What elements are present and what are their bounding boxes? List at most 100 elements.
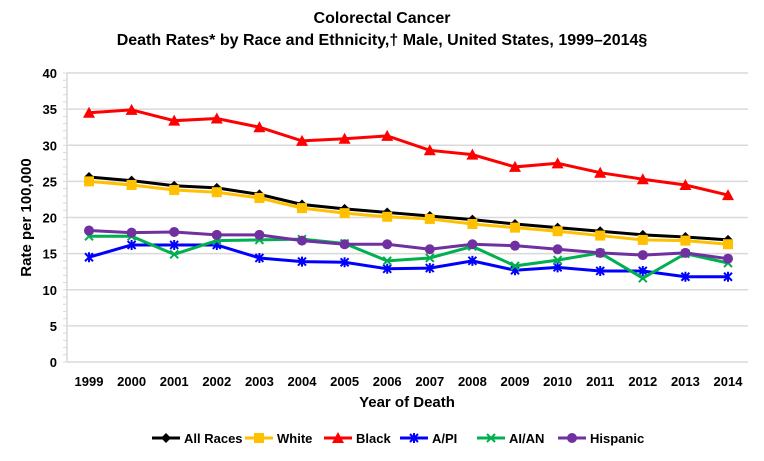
x-tick-label: 2012 <box>628 374 657 389</box>
data-point-black <box>338 132 351 144</box>
legend-marker-a-pi <box>409 433 419 443</box>
series-line-hispanic <box>88 229 729 261</box>
data-point-a-pi <box>254 252 265 263</box>
data-point-hispanic <box>84 225 94 236</box>
data-point-black <box>679 178 692 190</box>
data-point-white <box>84 176 94 187</box>
data-point-black <box>551 157 564 169</box>
y-tick-label: 25 <box>43 174 57 189</box>
legend-marker-ai-an <box>486 433 496 443</box>
x-tick-label: 2010 <box>543 374 572 389</box>
data-point-black <box>636 173 649 185</box>
x-tick-label: 2004 <box>288 374 318 389</box>
legend-label-ai-an: AI/AN <box>509 431 544 446</box>
data-point-ai-an <box>169 249 179 260</box>
data-point-white <box>552 226 563 237</box>
data-point-hispanic <box>169 226 180 237</box>
x-tick-label: 2011 <box>586 374 614 389</box>
data-point-a-pi <box>680 271 691 282</box>
data-point-ai-an <box>510 261 520 271</box>
legend-marker-all-races <box>161 433 171 443</box>
data-point-white <box>339 208 350 219</box>
x-tick-label: 2005 <box>330 374 359 389</box>
data-point-a-pi <box>297 256 307 267</box>
data-point-hispanic <box>254 229 265 240</box>
data-point-white <box>126 179 137 190</box>
data-point-hispanic <box>467 239 478 250</box>
data-point-black <box>210 112 223 124</box>
data-point-hispanic <box>510 240 520 251</box>
y-axis-label: Rate per 100,000 <box>18 158 35 276</box>
y-tick-label: 40 <box>43 66 57 81</box>
data-point-black <box>722 189 734 201</box>
data-point-hispanic <box>382 239 393 250</box>
data-point-ai-an <box>425 253 435 263</box>
x-tick-label: 2002 <box>202 374 231 389</box>
data-point-black <box>594 166 607 178</box>
data-point-black <box>509 160 521 172</box>
data-point-black <box>83 106 95 118</box>
data-point-white <box>382 211 393 222</box>
data-point-hispanic <box>339 239 350 250</box>
data-point-white <box>595 230 606 241</box>
y-tick-label: 10 <box>43 283 57 298</box>
legend-marker-hispanic <box>567 433 577 443</box>
data-point-white <box>211 187 222 198</box>
series-line-white <box>88 179 729 246</box>
data-point-a-pi <box>126 239 137 250</box>
legend-label-all-races: All Races <box>184 431 243 446</box>
series-line-a-pi <box>88 243 728 279</box>
data-point-ai-an <box>382 256 392 266</box>
data-point-black <box>168 114 181 126</box>
x-tick-label: 2008 <box>458 374 487 389</box>
y-tick-label: 0 <box>50 355 57 370</box>
legend-label-hispanic: Hispanic <box>590 431 644 446</box>
legend-label-a-pi: A/PI <box>432 431 457 446</box>
x-tick-label: 2001 <box>160 374 189 389</box>
data-point-a-pi <box>638 265 648 276</box>
y-tick-label: 35 <box>43 102 57 117</box>
data-point-hispanic <box>126 227 137 238</box>
data-point-hispanic <box>424 244 435 255</box>
data-point-black <box>125 103 138 115</box>
x-tick-label: 2009 <box>501 374 530 389</box>
x-tick-label: 1999 <box>75 374 104 389</box>
data-point-a-pi <box>339 257 350 268</box>
series-line-ai-an <box>89 234 729 280</box>
data-point-white <box>297 203 307 214</box>
legend-label-white: White <box>277 431 312 446</box>
data-point-hispanic <box>211 229 222 240</box>
series-line-all-races <box>88 175 729 242</box>
data-point-a-pi <box>552 262 563 273</box>
data-point-white <box>510 222 520 233</box>
y-tick-label: 20 <box>43 211 57 226</box>
data-point-white <box>467 219 478 230</box>
data-point-a-pi <box>723 271 733 282</box>
data-point-black <box>381 129 394 141</box>
data-point-ai-an <box>552 255 563 265</box>
data-point-a-pi <box>425 263 435 274</box>
data-point-a-pi <box>467 255 478 266</box>
data-point-black <box>423 144 436 156</box>
x-tick-label: 2014 <box>714 374 744 389</box>
data-point-black <box>466 148 479 160</box>
data-point-hispanic <box>595 247 606 258</box>
data-point-hispanic <box>680 247 691 258</box>
y-tick-label: 15 <box>43 247 57 262</box>
x-axis-label: Year of Death <box>359 394 455 411</box>
data-point-a-pi <box>595 265 605 276</box>
x-tick-label: 2003 <box>245 374 274 389</box>
data-point-a-pi <box>169 239 179 250</box>
y-tick-label: 5 <box>50 319 57 334</box>
data-point-a-pi <box>382 263 392 274</box>
data-point-hispanic <box>637 250 648 261</box>
data-point-a-pi <box>84 252 94 263</box>
data-point-hispanic <box>297 235 307 246</box>
y-tick-label: 30 <box>43 138 57 153</box>
legend-marker-white <box>254 433 264 443</box>
data-point-ai-an <box>638 273 648 283</box>
chart-subtitle: Death Rates* by Race and Ethnicity,† Mal… <box>116 32 648 49</box>
legend-marker-black <box>332 432 344 443</box>
data-point-white <box>169 185 180 196</box>
